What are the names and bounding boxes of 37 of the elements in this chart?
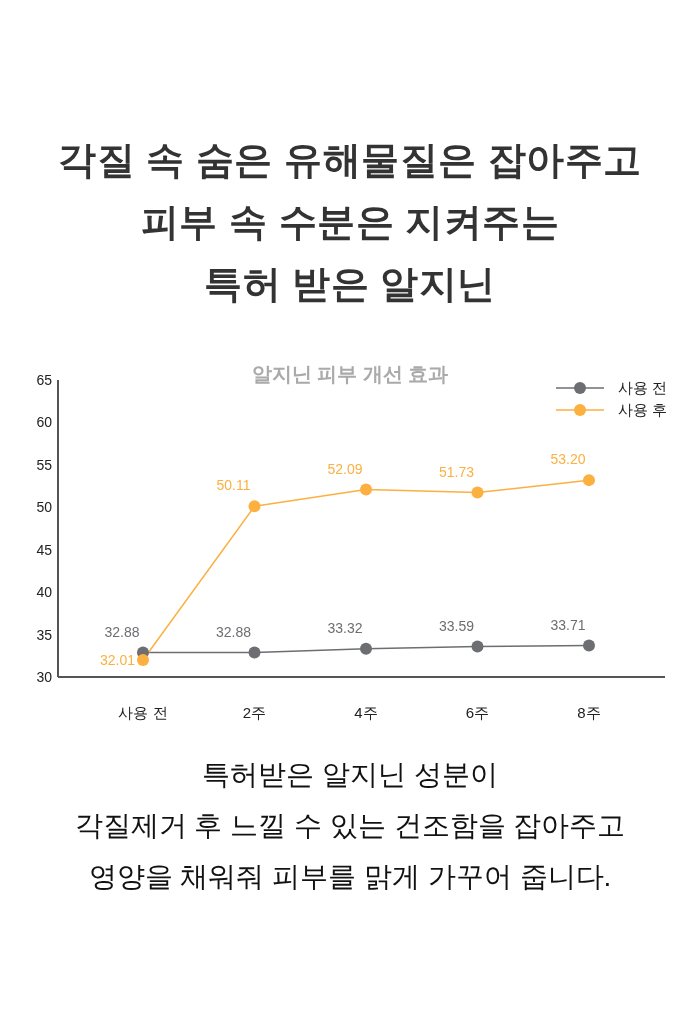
point: [360, 642, 372, 655]
chart-title: 각질 속 숨은 유해물질은 잡아주고 피부 속 수분은 지켜주는 특허 받은 알지닌: [57, 138, 643, 307]
data-label: 32.01: [99, 651, 136, 668]
data-label: 52.09: [327, 460, 363, 477]
legend-label: 사용 후: [617, 400, 667, 420]
point: [583, 639, 595, 652]
y-tick-label: 40: [36, 584, 53, 601]
data-label: 32.88: [104, 623, 140, 640]
data-label: 53.20: [550, 451, 586, 468]
y-tick-label: 35: [36, 626, 53, 643]
x-tick-label: 사용 전: [118, 703, 168, 721]
data-label: 33.32: [327, 619, 363, 636]
data-label: 50.11: [216, 477, 251, 494]
y-tick-label: 50: [36, 499, 53, 516]
x-tick-label: 4주: [354, 703, 378, 721]
y-tick-label: 45: [36, 541, 53, 558]
data-label: 33.71: [550, 616, 586, 633]
point: [471, 486, 484, 499]
x-tick-label: 6주: [465, 703, 490, 721]
point: [583, 474, 595, 487]
y-tick-label: 65: [36, 371, 53, 388]
point: [248, 500, 261, 513]
legend-label: 사용 전: [617, 378, 667, 398]
y-tick-label: 30: [36, 668, 53, 685]
x-tick-label: 2주: [242, 703, 267, 721]
data-label: 32.88: [215, 623, 252, 640]
y-tick-label: 55: [36, 456, 53, 473]
point: [360, 483, 372, 496]
y-tick-label: 60: [36, 414, 53, 431]
data-label: 33.59: [438, 617, 475, 634]
chart-subtitle: 알지닌 피부 개선 효과: [251, 363, 449, 385]
data-label: 51.73: [438, 463, 475, 480]
x-tick-label: 8주: [577, 703, 601, 721]
point: [248, 646, 261, 659]
point: [471, 640, 484, 653]
text: 특허받은 알지닌 성분이 각질제거 후 느낄 수 있는 건조함을 잡아주고 영양을 채워줘 피부를 맑게 가꾸어 줍니다.: [73, 758, 627, 894]
point: [137, 653, 149, 666]
